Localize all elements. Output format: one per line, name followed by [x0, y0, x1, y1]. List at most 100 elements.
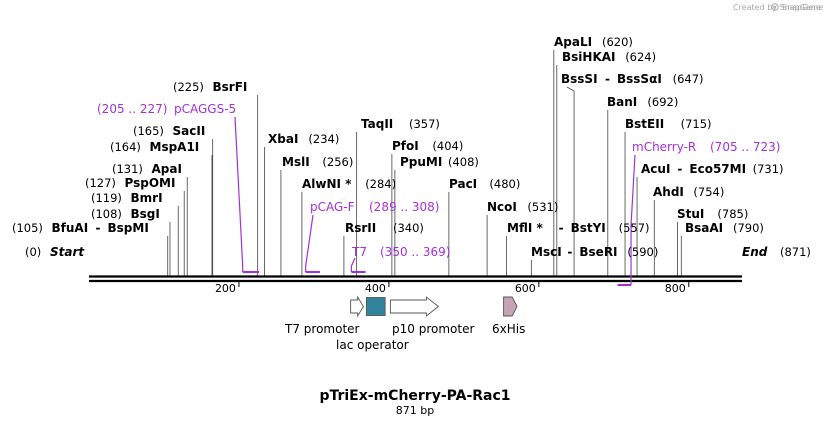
site-position: (357)	[409, 117, 440, 131]
site-position: (404)	[432, 139, 463, 153]
site-name: BmrI	[131, 191, 163, 205]
site-position: (647)	[673, 72, 704, 86]
backbone	[89, 275, 742, 283]
site-ppumi[interactable]: PpuMI (408)	[400, 155, 479, 169]
site-name: AhdI	[653, 185, 684, 199]
site-position: (105)	[12, 221, 43, 235]
site-name: SacII	[173, 124, 206, 138]
site-name: BspMI	[108, 221, 149, 235]
feature-lac-operator[interactable]: lac operator	[336, 297, 409, 353]
feature-label: 6xHis	[492, 322, 525, 336]
primer-mcherryr[interactable]: mCherry-R (705 .. 723)	[617, 140, 781, 286]
site-taqii[interactable]: TaqII (357)	[361, 117, 440, 131]
site-name: TaqII	[361, 117, 393, 131]
site-rsrii[interactable]: RsrII (340)	[345, 221, 424, 235]
ruler-ticks: 200 400 600 800	[215, 282, 690, 295]
primer-leader	[350, 257, 356, 272]
site-name: MscI	[531, 245, 562, 259]
site-msli[interactable]: MslI (256)	[282, 155, 353, 169]
site-name: BanI	[607, 95, 637, 109]
site-position: (620)	[602, 35, 633, 49]
site-position: (108)	[91, 207, 122, 221]
site-apai[interactable]: (131) ApaI	[112, 162, 182, 176]
site-name-separator: -	[559, 221, 564, 235]
site-bani[interactable]: BanI (692)	[607, 95, 678, 109]
site-bsaai[interactable]: BsaAI (790)	[685, 221, 764, 235]
primer-leader	[305, 214, 314, 272]
site-position: (234)	[308, 132, 339, 146]
restriction-sites: (105) BfuAI - BspMI(108) BsgI (119) BmrI(127) P…	[12, 35, 784, 259]
site-position: (790)	[733, 221, 764, 235]
site-msci[interactable]: MscI - BseRI (590)	[531, 245, 658, 259]
site-name: BfuAI	[52, 221, 89, 235]
feature-t7-promoter[interactable]: T7 promoter	[284, 295, 364, 336]
site-position: (165)	[133, 124, 164, 138]
site-position: (284)	[365, 177, 396, 191]
site-position: (119)	[91, 191, 122, 205]
site-name: BstYI	[571, 221, 606, 235]
primer-range: (289 .. 308)	[369, 200, 439, 214]
site-name: BsrFI	[213, 80, 248, 94]
site-name: StuI	[677, 207, 704, 221]
site-ahdi[interactable]: AhdI (754)	[653, 185, 724, 199]
tick-label-800: 800	[665, 282, 686, 295]
feature-label: p10 promoter	[392, 322, 474, 336]
feature-6xhis[interactable]: 6xHis	[492, 296, 525, 336]
site-position: (785)	[717, 207, 748, 221]
site-position: (408)	[448, 155, 479, 169]
tick-label-200: 200	[215, 282, 236, 295]
site-name: ApaLI	[554, 35, 592, 49]
site-pfoi[interactable]: PfoI (404)	[392, 139, 463, 153]
primer-t7[interactable]: T7 (350 .. 369)	[350, 245, 450, 273]
credit-text: Created by SnapGene	[733, 3, 821, 12]
primer-leader	[630, 154, 636, 285]
site-pspomi[interactable]: (127) PspOMI	[85, 176, 175, 190]
primer-leader	[234, 116, 244, 272]
site-name: BsgI	[131, 207, 160, 221]
feature-p10-promoter[interactable]: p10 promoter	[389, 296, 474, 336]
start-label[interactable]: (0) Start	[25, 245, 85, 259]
site-position: (164)	[110, 140, 141, 154]
site-name: MslI	[282, 155, 310, 169]
site-alwni[interactable]: AlwNI * (284)	[302, 177, 396, 191]
site-name: PfoI	[392, 139, 419, 153]
site-bsihkai[interactable]: BsiHKAI (624)	[562, 50, 656, 64]
site-sacii[interactable]: (165) SacII	[133, 124, 205, 138]
plasmid-length: 871 bp	[396, 404, 434, 417]
start-text: Start	[50, 245, 85, 259]
site-name-separator: -	[567, 245, 572, 259]
feature-tag	[503, 296, 518, 317]
site-acui[interactable]: AcuI - Eco57MI (731)	[641, 162, 784, 176]
site-ncoi[interactable]: NcoI (531)	[487, 200, 558, 214]
site-name: BsiHKAI	[562, 50, 616, 64]
site-bsgi[interactable]: (108) BsgI	[91, 207, 160, 221]
feature-arrow	[389, 296, 440, 317]
primer-pcaggs5[interactable]: (205 .. 227) pCAGGS-5	[97, 102, 260, 273]
site-bsteii[interactable]: BstEII (715)	[625, 117, 712, 131]
primer-pcagf[interactable]: pCAG-F (289 .. 308)	[305, 200, 440, 273]
site-paci[interactable]: PacI (480)	[449, 177, 520, 191]
primers: (205 .. 227) pCAGGS-5 pCAG-F (289 .. 308) T7…	[97, 102, 781, 286]
site-mfli[interactable]: MflI * - BstYI (557)	[507, 221, 650, 235]
feature-label: lac operator	[336, 338, 409, 352]
site-bsssi[interactable]: BssSI - BssSαI (647)	[561, 72, 704, 86]
site-bfuai[interactable]: (105) BfuAI - BspMI	[12, 221, 149, 235]
site-apali[interactable]: ApaLI (620)	[554, 35, 633, 49]
site-name: BssSαI	[617, 72, 662, 86]
start-position: (0)	[25, 245, 41, 259]
site-xbai[interactable]: XbaI (234)	[268, 132, 339, 146]
site-position: (557)	[619, 221, 650, 235]
plasmid-title: pTriEx-mCherry-PA-Rac1	[319, 388, 510, 404]
site-stui[interactable]: StuI (785)	[677, 207, 748, 221]
site-position: (340)	[393, 221, 424, 235]
site-name: BssSI	[561, 72, 598, 86]
site-mspa1i[interactable]: (164) MspA1I	[110, 140, 199, 154]
site-leader-bsssi	[566, 86, 575, 276]
tick-label-400: 400	[365, 282, 386, 295]
site-bmri[interactable]: (119) BmrI	[91, 191, 163, 205]
site-position: (590)	[627, 245, 658, 259]
site-position: (624)	[625, 50, 656, 64]
end-label[interactable]: End (871)	[742, 245, 811, 259]
site-bsrfi[interactable]: (225) BsrFI	[173, 80, 247, 94]
site-name: PpuMI	[400, 155, 442, 169]
